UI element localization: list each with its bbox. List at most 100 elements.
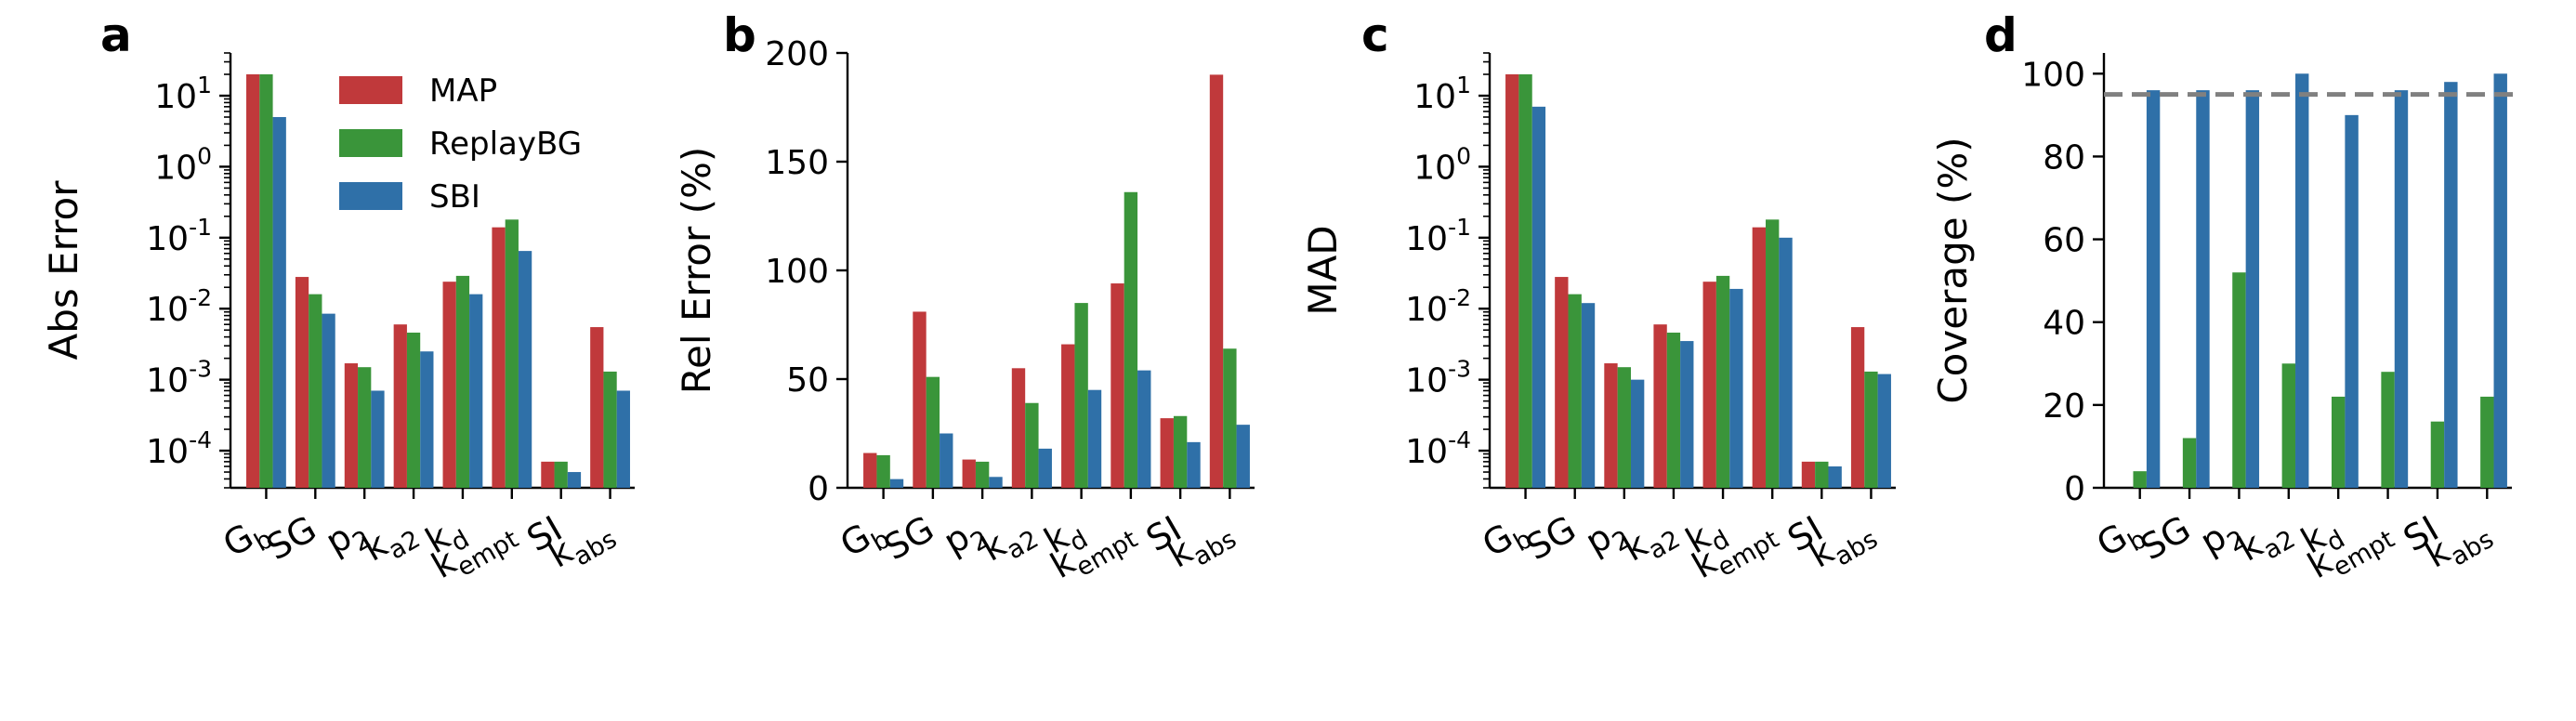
bar-MAP-SI xyxy=(1160,418,1174,488)
bar-MAP-k_a2 xyxy=(393,324,407,488)
bar-MAP-SG xyxy=(913,311,927,488)
bar-SBI-SI xyxy=(2444,82,2458,488)
x-tick-label: kempt xyxy=(1685,508,1783,593)
y-tick-label: 10-3 xyxy=(1405,356,1471,400)
bar-MAP-k_d xyxy=(1702,282,1716,488)
y-tick-label: 10-4 xyxy=(1405,426,1471,471)
bar-ReplayBG-k_abs xyxy=(1864,371,1878,488)
y-tick-label: 10-2 xyxy=(146,284,212,329)
y-tick-label: 10-3 xyxy=(146,356,212,400)
bar-ReplayBG-SG xyxy=(1568,294,1582,488)
y-tick-label: 100 xyxy=(2021,56,2085,94)
y-tick-label: 10-1 xyxy=(1405,214,1471,258)
bar-MAP-k_abs xyxy=(590,327,604,488)
bar-ReplayBG-k_d xyxy=(455,275,470,488)
bar-SBI-k_a2 xyxy=(2295,73,2309,489)
y-tick-label: 10-2 xyxy=(1405,284,1471,329)
y-axis-title: MAD xyxy=(1300,225,1346,315)
bar-SBI-k_abs xyxy=(616,390,630,488)
bar-SBI-G_b xyxy=(889,478,904,488)
bar-ReplayBG-k_d xyxy=(1074,303,1088,488)
x-tick-label: ka2 xyxy=(356,508,425,576)
bar-MAP-p_2 xyxy=(1604,363,1618,488)
x-tick-label: p2 xyxy=(1579,508,1636,570)
bar-ReplayBG-p_2 xyxy=(358,367,372,488)
bar-ReplayBG-G_b xyxy=(876,454,890,488)
bar-SBI-k_d xyxy=(1729,288,1743,488)
bar-SBI-p_2 xyxy=(989,477,1003,488)
bar-MAP-SG xyxy=(1555,277,1569,488)
y-tick-label: 80 xyxy=(2043,138,2085,177)
bar-ReplayBG-SG xyxy=(926,376,940,488)
bar-MAP-SI xyxy=(1801,461,1816,488)
x-tick-label: kempt xyxy=(2301,508,2399,593)
x-tick-label: ka2 xyxy=(1616,508,1685,576)
y-tick-label: 40 xyxy=(2043,305,2085,343)
bar-ReplayBG-k_a2 xyxy=(1025,402,1039,488)
legend-swatch-ReplayBG xyxy=(339,129,402,157)
panel-letter: d xyxy=(1984,8,2017,62)
y-tick-label: 101 xyxy=(154,72,212,116)
bar-SBI-p_2 xyxy=(371,390,385,488)
y-tick-label: 101 xyxy=(1413,72,1471,116)
bar-ReplayBG-k_empt xyxy=(505,219,519,488)
bar-SBI-k_empt xyxy=(518,251,532,488)
bar-SBI-p_2 xyxy=(1630,379,1645,488)
bar-SBI-SG xyxy=(322,313,335,488)
bar-MAP-k_empt xyxy=(492,227,506,488)
bar-ReplayBG-SG xyxy=(2182,438,2197,488)
x-tick-label: SG xyxy=(259,508,322,569)
bar-SBI-k_a2 xyxy=(1680,341,1694,488)
x-tick-label: SG xyxy=(877,508,940,569)
legend-label-ReplayBG: ReplayBG xyxy=(429,125,582,163)
bar-MAP-k_d xyxy=(442,282,456,488)
bar-MAP-k_abs xyxy=(1209,74,1224,489)
legend-swatch-SBI xyxy=(339,182,402,210)
bar-ReplayBG-k_abs xyxy=(1223,348,1237,488)
y-tick-label: 100 xyxy=(154,142,212,187)
panel-letter: c xyxy=(1361,8,1389,62)
y-axis-title: Coverage (%) xyxy=(1930,137,1976,403)
y-tick-label: 150 xyxy=(765,144,829,182)
bar-SBI-SI xyxy=(567,472,582,488)
bar-ReplayBG-k_empt xyxy=(1124,191,1138,488)
bar-MAP-k_empt xyxy=(1111,283,1124,488)
bar-ReplayBG-p_2 xyxy=(975,461,990,488)
x-tick-label: kempt xyxy=(425,508,523,593)
bar-ReplayBG-SI xyxy=(1173,415,1188,488)
bar-ReplayBG-k_abs xyxy=(2480,396,2494,488)
bar-MAP-k_abs xyxy=(1850,327,1865,488)
bar-SBI-k_d xyxy=(1087,389,1102,488)
y-tick-label: 0 xyxy=(808,470,829,508)
x-tick-label: ka2 xyxy=(2231,508,2300,576)
bar-ReplayBG-G_b xyxy=(2133,471,2147,488)
bar-SBI-k_d xyxy=(469,294,483,488)
bar-ReplayBG-SI xyxy=(554,461,568,488)
y-tick-label: 100 xyxy=(1413,142,1471,187)
bar-SBI-k_empt xyxy=(1137,370,1151,488)
bar-SBI-k_a2 xyxy=(1038,448,1052,488)
bar-SBI-k_abs xyxy=(1236,425,1250,488)
bar-ReplayBG-k_a2 xyxy=(1666,332,1681,488)
y-tick-label: 50 xyxy=(786,361,829,400)
bar-MAP-SI xyxy=(541,461,555,488)
bar-MAP-k_a2 xyxy=(1011,368,1026,488)
bar-SBI-k_abs xyxy=(2493,73,2507,489)
y-tick-label: 20 xyxy=(2043,387,2085,426)
x-tick-label: ka2 xyxy=(975,508,1044,576)
bar-MAP-k_empt xyxy=(1752,227,1767,488)
bar-MAP-SG xyxy=(295,277,309,488)
bar-SBI-SG xyxy=(1581,303,1596,488)
legend-swatch-MAP xyxy=(339,76,402,104)
legend-label-SBI: SBI xyxy=(429,178,480,216)
bar-ReplayBG-k_a2 xyxy=(406,332,421,488)
bar-ReplayBG-p_2 xyxy=(1617,367,1631,488)
bar-SBI-SG xyxy=(940,433,953,488)
y-axis-title: Rel Error (%) xyxy=(674,147,719,395)
bar-ReplayBG-G_b xyxy=(1518,74,1532,489)
bar-SBI-k_d xyxy=(2345,114,2359,488)
